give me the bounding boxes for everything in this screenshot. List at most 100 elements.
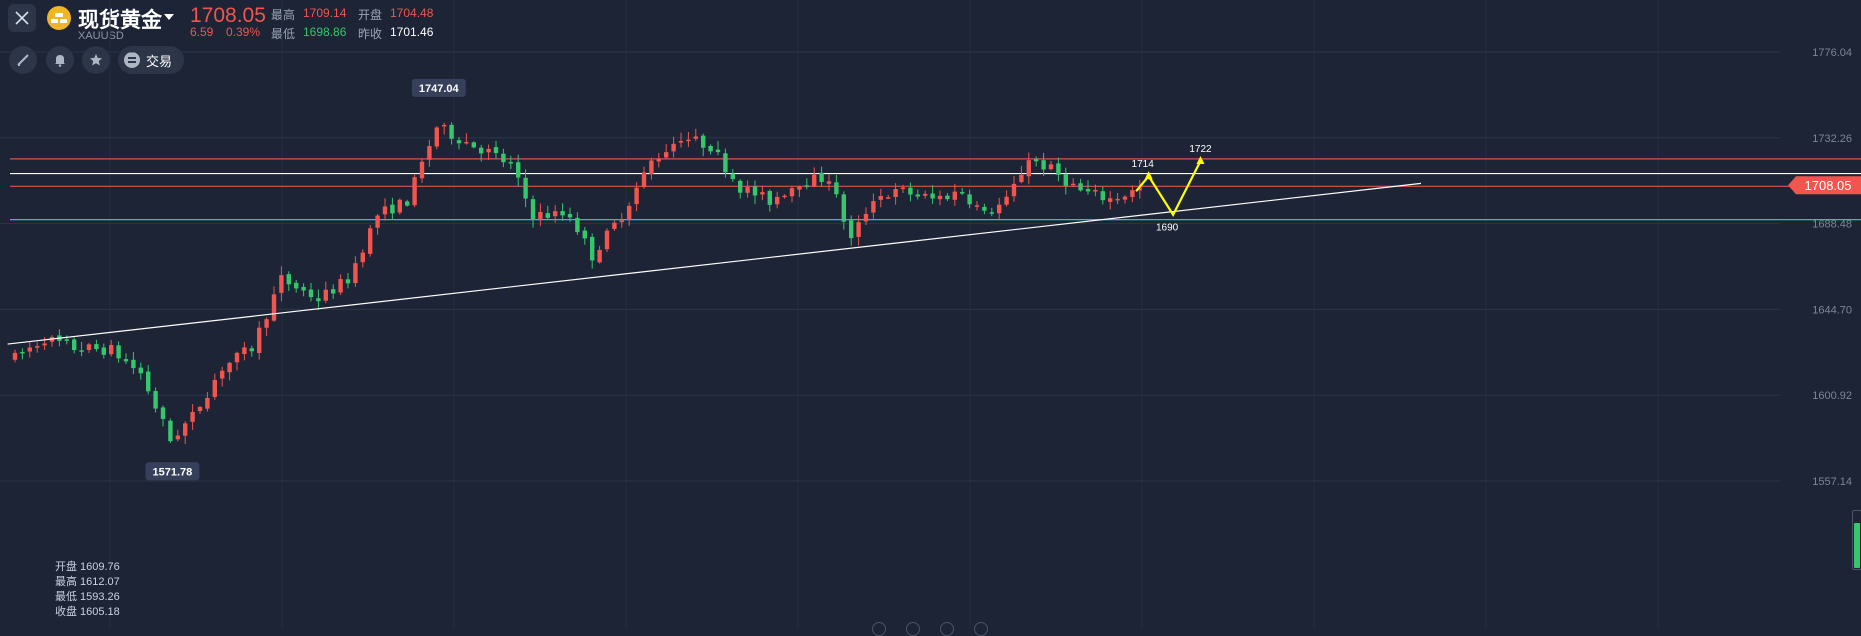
candle-body	[79, 350, 84, 352]
trend-line-segment	[7, 182, 1422, 345]
candle-body	[64, 339, 69, 341]
high-label: 最高	[271, 8, 296, 22]
trade-button[interactable]: 交易	[118, 46, 184, 74]
candle-body	[1093, 189, 1098, 192]
candle-body	[730, 173, 735, 180]
candle-body	[190, 412, 195, 422]
price-tick-label: 1776.04	[1812, 47, 1852, 59]
candle-body	[804, 185, 809, 187]
candle-body	[205, 397, 210, 409]
candle-body	[760, 192, 765, 195]
price-tick-label: 1732.26	[1812, 133, 1852, 145]
candle-body	[397, 199, 402, 213]
candle-body	[738, 180, 743, 193]
ohlc-open-value: 1609.76	[80, 561, 120, 573]
ohlc-high-label: 最高	[55, 576, 77, 588]
candle-body	[390, 204, 395, 214]
candle-body	[1056, 163, 1061, 175]
candle-body	[168, 420, 173, 442]
chart-grid	[0, 0, 1780, 629]
candle-body	[960, 192, 965, 194]
candle-body	[160, 407, 166, 420]
candle-body	[249, 348, 254, 352]
candle-body	[664, 152, 669, 158]
candle-body	[989, 212, 994, 214]
ohlc-close-label: 收盘	[55, 606, 77, 618]
candle-body	[597, 249, 602, 263]
candle-body	[419, 161, 425, 179]
pager-dot[interactable]	[940, 622, 954, 636]
candle-body	[345, 279, 351, 284]
candle-body	[715, 149, 721, 153]
arrow-head	[1196, 156, 1205, 165]
candle-body	[893, 189, 898, 198]
level-lines	[10, 158, 1861, 221]
candle-body	[723, 153, 728, 173]
chevron-down-icon[interactable]	[164, 14, 174, 20]
candle-body	[841, 194, 846, 222]
projection-label: 1714	[1132, 159, 1155, 170]
extreme-marker-label: 1571.78	[153, 466, 193, 478]
extreme-marker-box	[145, 462, 200, 481]
candle-body	[782, 195, 787, 198]
candle-body	[649, 160, 654, 175]
candle-body	[323, 289, 328, 301]
candle-body	[553, 211, 558, 217]
projection-label: 1722	[1189, 144, 1212, 155]
ohlc-low-label: 最低	[55, 591, 77, 603]
instrument-name[interactable]: 现货黄金	[78, 9, 162, 32]
price-tick-label: 1688.48	[1812, 219, 1852, 231]
candle-body	[412, 177, 417, 206]
candle-body	[368, 228, 373, 254]
candle-body	[1078, 183, 1083, 191]
candle-body	[612, 222, 617, 229]
candle-body	[138, 367, 143, 374]
arrow-head	[1144, 171, 1153, 180]
candle-body	[634, 187, 639, 205]
candle-body	[923, 193, 928, 196]
candle-body	[789, 188, 795, 197]
candle-body	[153, 391, 158, 409]
candle-body	[479, 147, 484, 154]
candle-body	[775, 196, 780, 205]
price-alert-button[interactable]	[46, 46, 74, 74]
candle-body	[752, 186, 758, 196]
candle-body	[767, 190, 772, 205]
candle-body	[523, 177, 528, 199]
candle-body	[109, 344, 114, 355]
favorite-button[interactable]	[82, 46, 110, 74]
candle-body	[35, 346, 40, 348]
pager-dot[interactable]	[872, 622, 886, 636]
price-tick-label: 1600.92	[1812, 390, 1852, 402]
candle-body	[486, 148, 491, 153]
candle-body	[331, 289, 336, 294]
draw-tool-button[interactable]	[9, 46, 37, 74]
candle-body	[94, 344, 99, 350]
price-change: 6.59	[190, 25, 214, 39]
candle-body	[952, 191, 957, 200]
ohlc-open-label: 开盘	[55, 561, 77, 573]
candle-body	[308, 289, 314, 298]
star-icon	[90, 54, 102, 66]
current-price-badge	[1788, 176, 1861, 195]
candle-body	[656, 158, 661, 162]
prev-close-value: 1701.46	[390, 25, 434, 39]
close-button[interactable]	[8, 4, 36, 32]
candle-body	[1026, 160, 1031, 177]
candle-body	[693, 136, 698, 139]
candle-body	[382, 206, 388, 215]
candle-body	[997, 204, 1002, 214]
price-axis: 1776.04 1732.26 1688.48 1644.70 1600.92 1557.…	[1812, 47, 1852, 488]
candle-body	[1034, 159, 1039, 162]
current-price-tag: 1708.05	[1788, 176, 1861, 195]
candle-body	[641, 172, 647, 187]
extreme-marker-label: 1747.04	[419, 83, 460, 95]
pager-dot[interactable]	[906, 622, 920, 636]
pager-dot[interactable]	[974, 622, 988, 636]
candle-body	[27, 347, 32, 352]
candle-body	[627, 205, 632, 220]
candle-body	[678, 140, 684, 143]
candle-body	[375, 215, 380, 228]
ohlc-high-value: 1612.07	[80, 576, 120, 588]
